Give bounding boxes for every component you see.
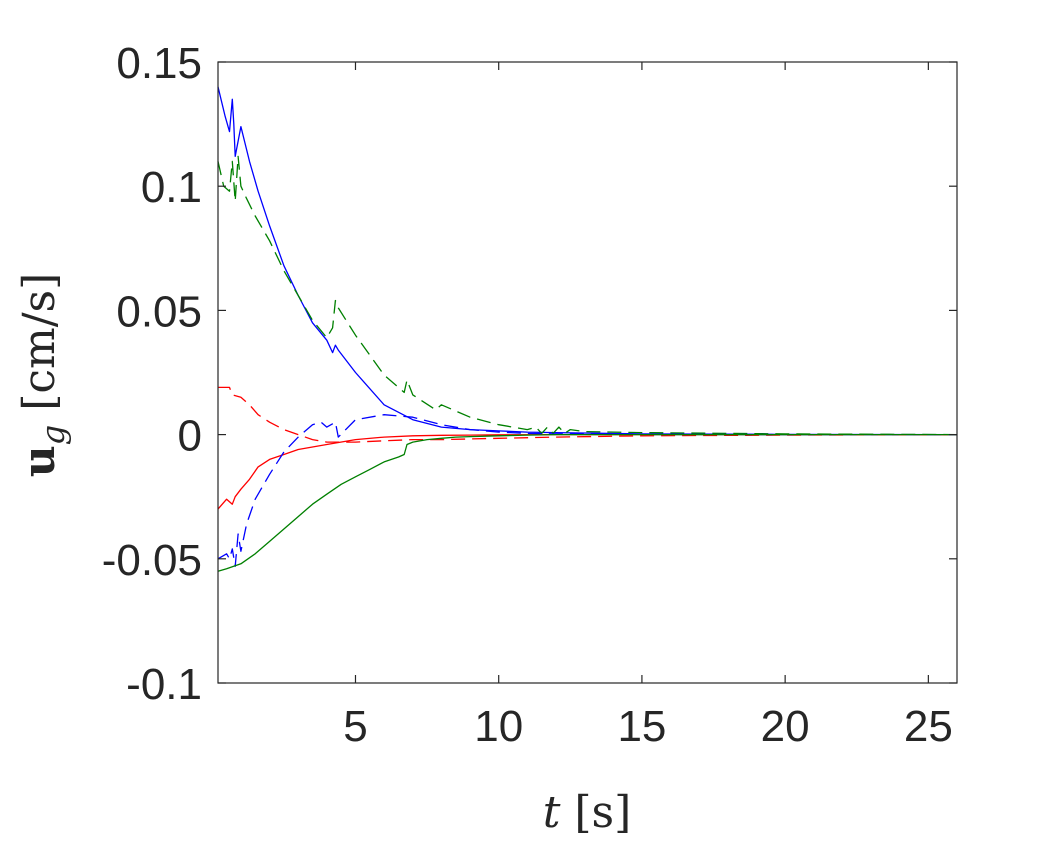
axis-ticks bbox=[218, 61, 957, 684]
y-tick-labels: -0.1 -0.05 0 0.05 0.1 0.15 bbox=[102, 39, 202, 709]
x-axis-label: t [s] bbox=[543, 787, 632, 838]
y-tick-label-1: -0.1 bbox=[126, 660, 202, 709]
x-axis-label-unit: [s] bbox=[560, 787, 631, 838]
y-axis-label-variable: u bbox=[14, 445, 65, 477]
y-tick-label-2: -0.05 bbox=[102, 536, 202, 585]
y-tick-label-3: 0 bbox=[178, 412, 202, 461]
x-tick-label-4: 20 bbox=[761, 702, 810, 751]
x-tick-label-3: 15 bbox=[617, 702, 666, 751]
plot-area-frame bbox=[217, 61, 958, 684]
y-axis-label-subscript: g bbox=[34, 425, 72, 445]
x-tick-label-2: 10 bbox=[474, 702, 523, 751]
series-line-3 bbox=[218, 386, 958, 443]
x-axis-label-variable: t bbox=[543, 787, 561, 838]
series-line-2 bbox=[217, 155, 958, 436]
y-tick-label-5: 0.1 bbox=[141, 163, 202, 212]
y-tick-label-6: 0.15 bbox=[116, 39, 202, 88]
plot-series bbox=[217, 86, 958, 572]
x-tick-label-5: 25 bbox=[904, 702, 953, 751]
y-axis-label: ug [cm/s] bbox=[14, 273, 72, 478]
y-axis-label-unit: [cm/s] bbox=[14, 273, 65, 425]
x-tick-labels: 5 10 15 20 25 bbox=[343, 702, 953, 751]
series-line-6 bbox=[217, 433, 957, 572]
x-tick-label-1: 5 bbox=[343, 702, 367, 751]
series-line-5 bbox=[217, 414, 957, 567]
y-tick-label-4: 0.05 bbox=[116, 287, 202, 336]
series-line-1 bbox=[217, 86, 958, 436]
